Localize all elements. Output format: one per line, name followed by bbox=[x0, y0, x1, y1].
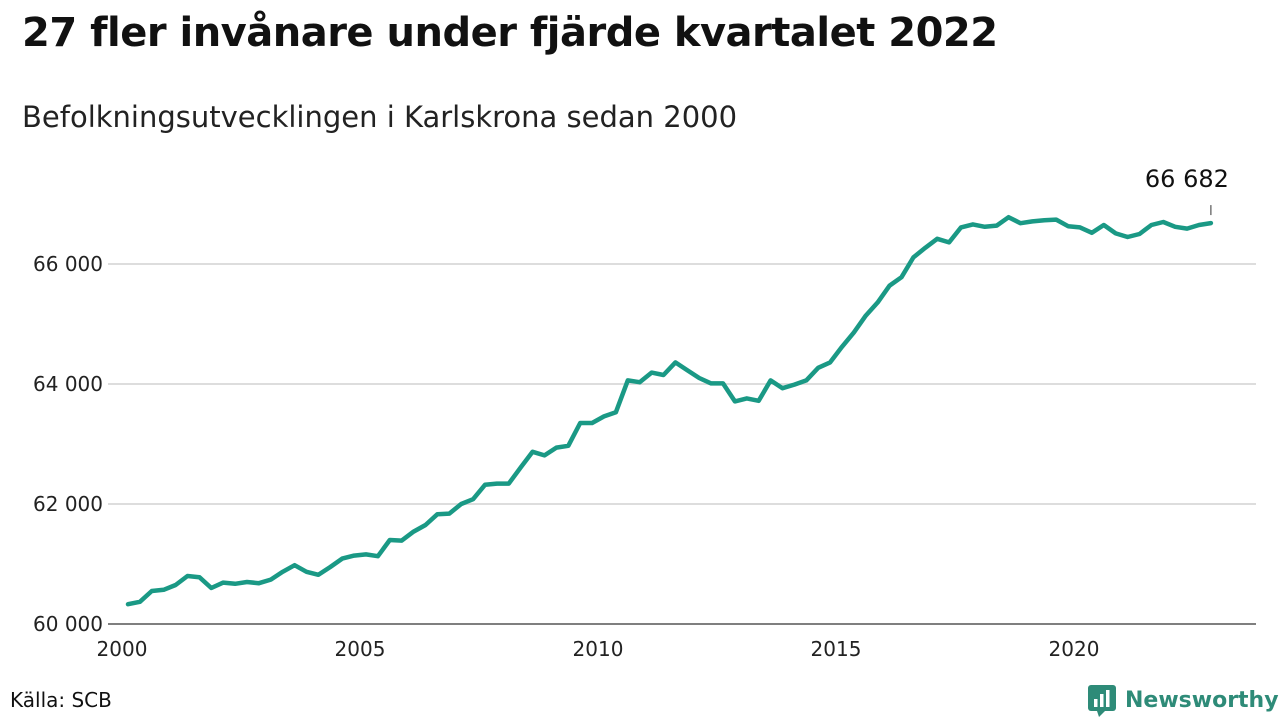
y-tick-label: 60 000 bbox=[33, 612, 103, 636]
brand-logo[interactable]: Newsworthy bbox=[1087, 683, 1279, 717]
end-value-label: 66 682 bbox=[1145, 165, 1229, 193]
x-tick-label: 2000 bbox=[97, 637, 148, 661]
chart-subtitle: Befolkningsutvecklingen i Karlskrona sed… bbox=[22, 100, 738, 134]
chart-title: 27 fler invånare under fjärde kvartalet … bbox=[22, 10, 998, 56]
population-line bbox=[125, 214, 1214, 607]
y-tick-label: 64 000 bbox=[33, 372, 103, 396]
newsworthy-logo-icon bbox=[1088, 685, 1116, 717]
x-tick-label: 2005 bbox=[335, 637, 386, 661]
x-tick-label: 2015 bbox=[811, 637, 862, 661]
x-tick-label: 2020 bbox=[1049, 637, 1100, 661]
source-label: Källa: SCB bbox=[10, 688, 112, 712]
y-tick-label: 66 000 bbox=[33, 252, 103, 276]
y-tick-label: 62 000 bbox=[33, 492, 103, 516]
x-tick-label: 2010 bbox=[573, 637, 624, 661]
brand-name: Newsworthy bbox=[1125, 687, 1279, 713]
